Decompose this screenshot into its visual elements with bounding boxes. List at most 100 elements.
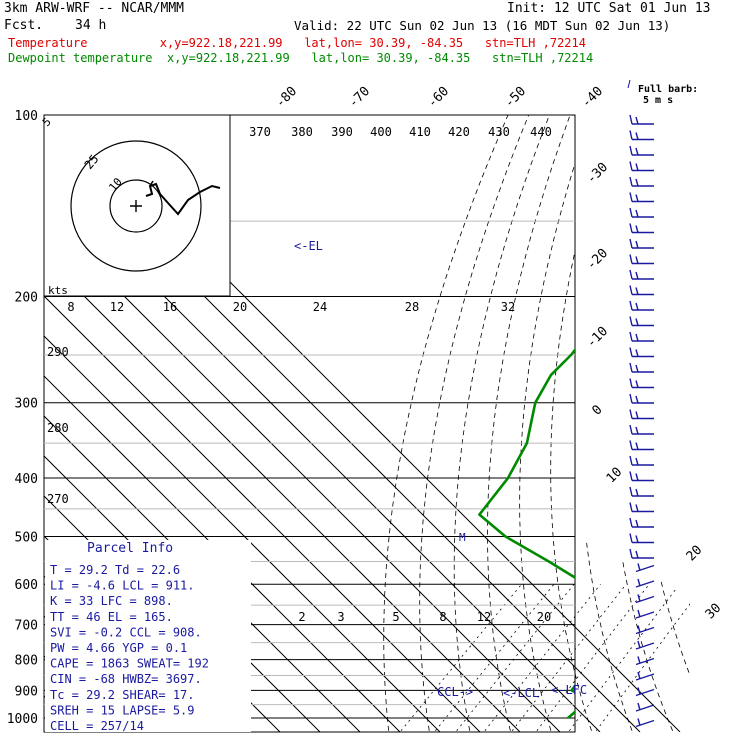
- dry-adiabat-line: [419, 115, 541, 731]
- hodo-speed-label: 32: [501, 300, 515, 314]
- dry-adiabats: [383, 87, 740, 731]
- wind-barb: [635, 718, 655, 728]
- dry-adiabat-line: [637, 115, 690, 731]
- wind-key-units: 5 m s: [643, 95, 673, 106]
- wind-barb: [635, 609, 655, 619]
- parcel-info-box: Parcel Info T = 29.2 Td = 22.6 LI = -4.6 L…: [45, 540, 251, 733]
- hodo-units-label: kts: [48, 284, 68, 297]
- wind-barb-flag: [635, 287, 639, 295]
- mixing-ratio-label: 20: [537, 610, 551, 624]
- wind-barb: [635, 594, 655, 604]
- wind-barb-flag: [635, 426, 639, 435]
- skew-temp-label: -60: [425, 84, 452, 111]
- wind-barb-flag: [629, 285, 633, 295]
- wind-barb-flag: [635, 411, 639, 419]
- skew-temp-label: -50: [502, 84, 529, 111]
- theta-label: 390: [331, 125, 353, 139]
- wind-barb-flag: [629, 161, 633, 171]
- wind-barb-flag: [637, 702, 641, 711]
- wind-barb: [629, 424, 654, 435]
- wind-barb: [629, 517, 654, 528]
- init-time: Init: 12 UTC Sat 01 Jun 13: [507, 1, 711, 16]
- theta-left-label: 270: [47, 492, 69, 506]
- wind-barb-flag: [629, 316, 633, 326]
- wind-barb: [629, 192, 654, 203]
- wind-barb-shaft: [635, 688, 655, 697]
- parcel-row: K = 33 LFC = 898.: [50, 594, 173, 608]
- wind-barb-flag: [629, 238, 633, 249]
- mixing-ratio-line: [456, 583, 575, 732]
- dewpoint-legend: Dewpoint temperature x,y=922.18,221.99 l…: [8, 51, 594, 65]
- skew-temp-label: -40: [579, 84, 606, 111]
- skew-temp-label: 30: [703, 601, 725, 623]
- wind-barb: [629, 347, 654, 358]
- dewpoint-profile: [478, 347, 575, 719]
- wind-barb-flag: [635, 535, 639, 543]
- pressure-tick-label: 800: [15, 654, 38, 669]
- wind-barb-flag: [637, 718, 641, 726]
- wind-barb-flag: [629, 440, 633, 450]
- wind-barb-flag: [629, 207, 633, 218]
- forecast-label: Fcst.: [4, 18, 44, 33]
- wind-barb: [635, 625, 655, 635]
- wind-barb-flag: [629, 409, 633, 419]
- wind-key-barb: [627, 79, 631, 89]
- mixing-ratio-label: 8: [439, 610, 446, 624]
- wind-barb: [629, 238, 654, 249]
- wind-barb: [629, 409, 654, 420]
- wind-barb-flag: [629, 471, 633, 481]
- theta-label: 380: [291, 125, 313, 139]
- wind-barb-flag: [635, 256, 639, 264]
- hodo-ring-outer: [70, 140, 202, 272]
- sounding-profiles: [478, 115, 740, 719]
- theta-left-label: 280: [47, 421, 69, 435]
- hodograph-trace: [149, 180, 154, 187]
- skew-temp-label: 10: [604, 465, 626, 487]
- wind-barb-flag: [629, 130, 633, 140]
- wind-barb: [629, 207, 654, 218]
- wind-barb: [635, 671, 655, 681]
- wind-barb-flag: [629, 145, 633, 156]
- wind-barb-flag: [635, 457, 639, 466]
- theta-label: 420: [448, 125, 470, 139]
- wind-barb-flag: [637, 609, 641, 618]
- wind-barb: [629, 548, 654, 559]
- wind-barb-flag: [635, 364, 639, 373]
- temperature-profile: [594, 115, 740, 718]
- wind-barb-flag: [635, 349, 639, 357]
- parcel-row: LI = -4.6 LCL = 911.: [50, 579, 195, 593]
- wind-barb-flag: [635, 473, 639, 481]
- dry-adiabat-line: [718, 87, 740, 730]
- wind-barb-flag: [637, 578, 641, 587]
- valid-time: Valid: 22 UTC Sun 02 Jun 13 (16 MDT Sun …: [294, 18, 671, 33]
- hodo-center-mark: [130, 200, 142, 212]
- wind-barb-flag: [635, 178, 639, 187]
- wind-barb: [629, 440, 654, 451]
- skew-temp-label: -10: [584, 324, 611, 351]
- wind-barb-flag: [635, 504, 639, 512]
- temperature-legend: Temperature x,y=922.18,221.99 lat,lon= 3…: [8, 36, 586, 50]
- mixing-ratio-line: [536, 583, 650, 732]
- wind-barb: [629, 254, 654, 265]
- wind-barb-flag: [635, 550, 639, 559]
- theta-label: 440: [530, 125, 552, 139]
- hodo-speed-label: 20: [233, 300, 247, 314]
- wind-barb: [629, 393, 654, 404]
- parcel-box-bg: [45, 540, 251, 732]
- wind-barb-flag: [637, 625, 641, 633]
- wind-barb-flag: [629, 533, 633, 543]
- wind-barb: [629, 269, 654, 280]
- wind-barb-flag: [629, 114, 633, 125]
- mixing-ratio-line: [511, 583, 627, 732]
- skew-temp-label: -80: [273, 84, 300, 111]
- wind-barb-flag: [637, 656, 641, 664]
- parcel-row: Tc = 29.2 SHEAR= 17.: [50, 688, 195, 702]
- wind-barb-shaft: [635, 626, 655, 635]
- wind-barb-flag: [629, 176, 633, 187]
- wind-barb-shaft: [635, 642, 655, 650]
- wind-barb-flag: [635, 209, 639, 218]
- isotherm-line: [44, 115, 401, 732]
- isotherm-line: [44, 115, 561, 732]
